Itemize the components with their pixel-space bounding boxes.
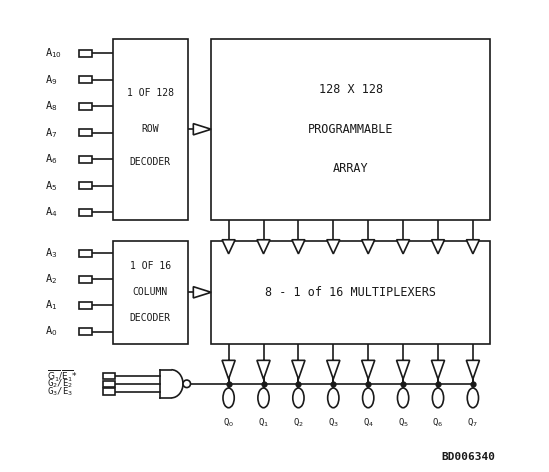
Text: Q$_4$: Q$_4$ <box>363 416 374 428</box>
Ellipse shape <box>258 388 269 408</box>
Bar <box>211 39 490 219</box>
Text: ROW: ROW <box>141 124 159 134</box>
Polygon shape <box>327 240 340 254</box>
Bar <box>103 388 115 395</box>
Text: Q$_1$: Q$_1$ <box>258 416 269 428</box>
Bar <box>79 50 92 57</box>
Bar <box>103 380 115 387</box>
Text: Q$_0$: Q$_0$ <box>223 416 234 428</box>
Text: A$_5$: A$_5$ <box>44 179 57 193</box>
Bar <box>79 302 92 309</box>
Polygon shape <box>222 240 235 254</box>
Text: BD006340: BD006340 <box>441 452 495 462</box>
Text: A$_4$: A$_4$ <box>44 205 57 219</box>
Text: 1 OF 128: 1 OF 128 <box>127 88 173 98</box>
Polygon shape <box>432 240 445 254</box>
Polygon shape <box>292 360 305 379</box>
Text: PROGRAMMABLE: PROGRAMMABLE <box>308 123 394 136</box>
Text: COLUMN: COLUMN <box>132 287 168 297</box>
Ellipse shape <box>223 388 234 408</box>
Bar <box>79 328 92 335</box>
Polygon shape <box>193 124 211 135</box>
Polygon shape <box>292 240 305 254</box>
Text: A$_{10}$: A$_{10}$ <box>44 46 61 60</box>
Bar <box>79 156 92 163</box>
Bar <box>79 76 92 84</box>
Ellipse shape <box>293 388 304 408</box>
Polygon shape <box>327 360 340 379</box>
Polygon shape <box>432 360 445 379</box>
Polygon shape <box>257 240 270 254</box>
Polygon shape <box>466 360 479 379</box>
Bar <box>113 241 188 344</box>
Bar <box>103 372 115 379</box>
Ellipse shape <box>362 388 374 408</box>
Text: Q$_3$: Q$_3$ <box>328 416 339 428</box>
Text: A$_8$: A$_8$ <box>44 100 57 113</box>
Text: G$_2$/E$_2$: G$_2$/E$_2$ <box>47 378 73 390</box>
Text: A$_2$: A$_2$ <box>44 272 57 286</box>
Polygon shape <box>193 287 211 298</box>
Bar <box>211 241 490 344</box>
Text: 8 - 1 of 16 MULTIPLEXERS: 8 - 1 of 16 MULTIPLEXERS <box>265 286 436 299</box>
Bar <box>79 129 92 136</box>
Text: DECODER: DECODER <box>130 313 171 323</box>
Ellipse shape <box>397 388 408 408</box>
Text: 1 OF 16: 1 OF 16 <box>130 261 171 271</box>
Ellipse shape <box>467 388 479 408</box>
Text: Q$_6$: Q$_6$ <box>433 416 444 428</box>
Polygon shape <box>222 360 235 379</box>
Text: A$_3$: A$_3$ <box>44 246 57 260</box>
Text: A$_1$: A$_1$ <box>44 298 57 312</box>
Text: A$_9$: A$_9$ <box>44 73 57 87</box>
Text: ARRAY: ARRAY <box>333 162 368 176</box>
Text: Q$_2$: Q$_2$ <box>293 416 304 428</box>
Text: A$_6$: A$_6$ <box>44 152 57 166</box>
Text: Q$_5$: Q$_5$ <box>397 416 408 428</box>
Polygon shape <box>396 360 410 379</box>
Polygon shape <box>396 240 410 254</box>
Bar <box>79 182 92 189</box>
Text: G$_3$/E$_3$: G$_3$/E$_3$ <box>47 386 73 398</box>
Bar <box>79 250 92 257</box>
Bar <box>113 39 188 219</box>
Text: Q$_7$: Q$_7$ <box>467 416 478 428</box>
Bar <box>79 103 92 110</box>
Text: $\overline{\rm G_1}/\overline{\rm E_1}$*: $\overline{\rm G_1}/\overline{\rm E_1}$* <box>47 368 77 384</box>
Polygon shape <box>257 360 270 379</box>
Polygon shape <box>362 240 375 254</box>
Ellipse shape <box>328 388 339 408</box>
Text: A$_0$: A$_0$ <box>44 325 57 338</box>
Polygon shape <box>362 360 375 379</box>
Text: 128 X 128: 128 X 128 <box>318 83 383 96</box>
Text: A$_7$: A$_7$ <box>44 126 57 140</box>
Polygon shape <box>466 240 479 254</box>
Ellipse shape <box>433 388 444 408</box>
Bar <box>79 209 92 216</box>
Circle shape <box>183 380 191 388</box>
Text: DECODER: DECODER <box>130 157 171 167</box>
Bar <box>79 276 92 283</box>
